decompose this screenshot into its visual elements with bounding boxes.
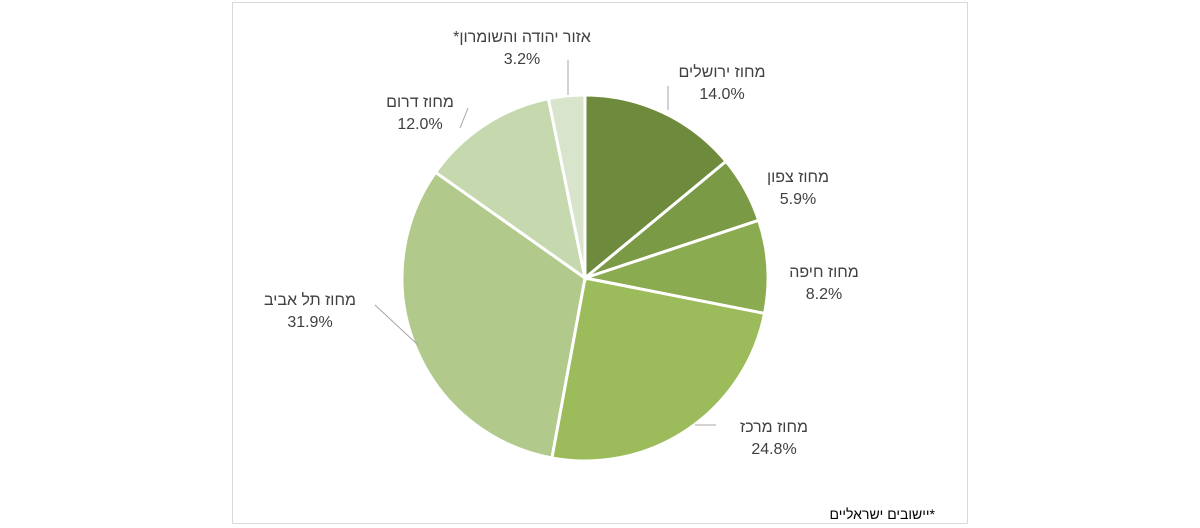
pie-slice (579, 218, 770, 316)
slice-value-label: 24.8% (751, 441, 796, 458)
pie-slice (550, 276, 767, 463)
pie-slice (583, 93, 729, 282)
slice-label: אזור יהודה והשומרון* (453, 29, 591, 46)
slice-label: מחוז ירושלים (679, 63, 766, 81)
slice-label: מחוז חיפה (789, 264, 859, 281)
pie-slice (546, 93, 587, 279)
slice-value-label: 31.9% (287, 314, 332, 331)
slice-value-label: 3.2% (504, 51, 540, 68)
slice-value-label: 14.0% (699, 86, 744, 103)
slice-value-label: 8.2% (806, 286, 842, 303)
footnote: *יישובים ישראליים (829, 506, 935, 522)
pie-slice (433, 96, 588, 282)
slice-label: מחוז צפון (767, 169, 829, 186)
slice-label: מחוז תל אביב (264, 291, 356, 309)
slice-value-label: 12.0% (397, 116, 442, 133)
leader-line (374, 304, 419, 346)
leader-line (459, 107, 469, 129)
slice-label: מחוז דרום (386, 94, 454, 111)
slice-value-label: 5.9% (780, 191, 816, 208)
pie-slice (400, 170, 587, 460)
slice-label: מחוז מרכז (740, 419, 808, 436)
